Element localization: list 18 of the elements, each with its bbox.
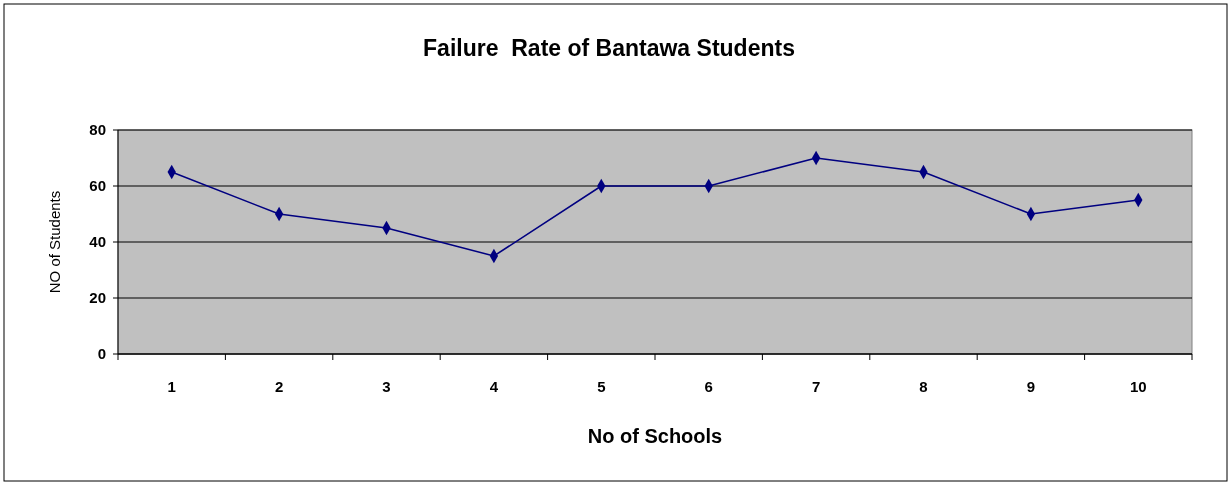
y-tick-label: 20 [89, 289, 106, 307]
x-tick-label: 9 [1026, 378, 1036, 395]
x-tick-label: 10 [1129, 378, 1147, 395]
chart-title: Failure Rate of Bantawa Students [423, 35, 795, 61]
x-tick-label: 7 [811, 378, 821, 395]
x-tick-label: 6 [704, 378, 713, 395]
x-tick-label: 8 [919, 378, 928, 395]
y-tick-label: 0 [97, 345, 106, 363]
y-axis-title: NO of Students [46, 190, 63, 294]
y-tick-label: 40 [89, 233, 106, 251]
x-tick-label: 4 [489, 378, 499, 395]
x-tick-label: 5 [597, 378, 606, 395]
x-tick-label: 1 [167, 378, 176, 395]
x-tick-label: 3 [382, 378, 391, 395]
y-tick-label: 60 [89, 177, 106, 195]
x-tick-label: 2 [274, 378, 284, 395]
x-axis-title: No of Schools [587, 425, 723, 447]
y-tick-label: 80 [89, 121, 106, 139]
